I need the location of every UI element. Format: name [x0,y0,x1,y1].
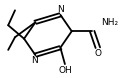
Text: OH: OH [58,66,72,75]
Text: N: N [57,5,64,14]
Text: N: N [31,56,38,65]
Text: NH₂: NH₂ [101,18,118,27]
Text: O: O [94,49,101,58]
